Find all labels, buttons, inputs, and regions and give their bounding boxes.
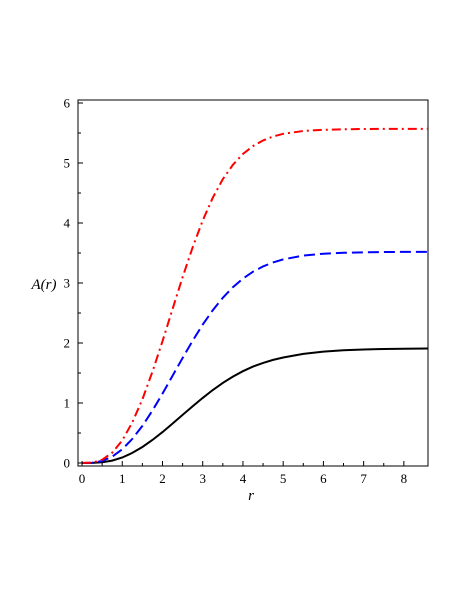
x-tick-label: 7 xyxy=(360,471,367,486)
x-axis-label: r xyxy=(248,488,254,504)
y-tick-label: 5 xyxy=(64,156,71,171)
x-tick-label: 4 xyxy=(240,471,247,486)
y-tick-label: 3 xyxy=(64,276,71,291)
x-tick-label: 6 xyxy=(320,471,327,486)
x-tick-label: 1 xyxy=(119,471,126,486)
x-tick-label: 2 xyxy=(159,471,166,486)
x-tick-label: 5 xyxy=(280,471,287,486)
y-tick-label: 1 xyxy=(64,396,71,411)
x-tick-label: 3 xyxy=(199,471,206,486)
x-tick-label: 0 xyxy=(79,471,86,486)
plot-frame xyxy=(77,99,429,467)
y-tick-label: 6 xyxy=(64,96,71,111)
series-line-1 xyxy=(81,347,429,464)
x-tick-label: 8 xyxy=(401,471,408,486)
series-group xyxy=(81,127,429,464)
y-tick-label: 4 xyxy=(64,216,71,231)
y-tick-label: 0 xyxy=(64,456,71,471)
series-line-2 xyxy=(81,250,428,464)
series-line-3 xyxy=(81,127,429,464)
y-axis-label: A(r) xyxy=(31,277,57,293)
y-axis: 0 1 2 3 4 5 6 xyxy=(64,96,83,471)
y-tick-label: 2 xyxy=(64,336,71,351)
x-axis: 0 1 2 3 4 5 6 7 8 xyxy=(79,461,407,486)
